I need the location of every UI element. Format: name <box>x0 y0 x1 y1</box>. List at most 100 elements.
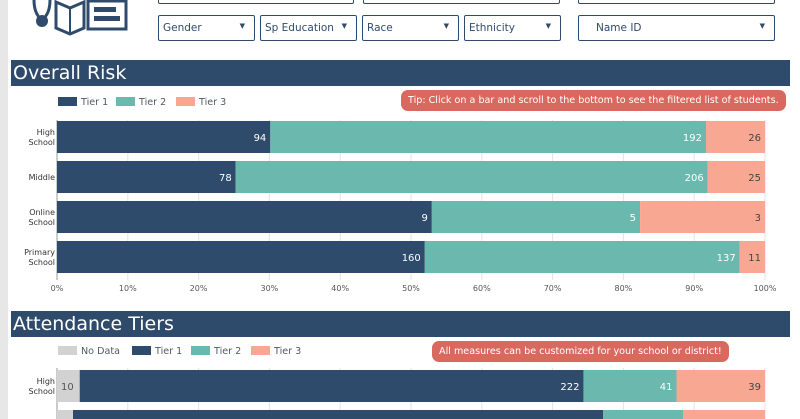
category-label: School <box>28 387 55 396</box>
chevron-down-icon: ▼ <box>341 22 347 30</box>
data-label: 206 <box>685 173 704 184</box>
category-label: Middle <box>29 173 56 182</box>
bar-segment-tier-1[interactable] <box>73 410 603 419</box>
legend-tier-3[interactable]: Tier 3 <box>251 346 301 358</box>
race-filter-label: Race <box>367 22 393 34</box>
bar-segment-tier-3[interactable] <box>706 121 765 153</box>
legend-tier-2[interactable]: Tier 2 <box>191 346 241 358</box>
gender-filter-label: Gender <box>163 22 202 34</box>
top-control-frame <box>158 0 354 4</box>
data-label: 3 <box>755 213 761 224</box>
bar-segment-tier-3[interactable] <box>640 201 765 233</box>
x-tick-label: 40% <box>331 284 349 293</box>
legend-no-data[interactable]: No Data <box>58 346 120 358</box>
bar-segment-tier-2[interactable] <box>603 410 683 419</box>
bar-segment-tier-1[interactable] <box>79 370 584 402</box>
legend-label: Tier 3 <box>274 346 302 357</box>
overall-risk-title: Overall Risk <box>13 62 127 84</box>
data-label: 39 <box>748 382 761 393</box>
data-label: 9 <box>421 213 427 224</box>
sp-education-filter[interactable]: Sp Education ▼ <box>260 15 357 41</box>
chevron-down-icon: ▼ <box>545 22 551 30</box>
bar-segment-tier-2[interactable] <box>424 241 740 273</box>
legend-label: No Data <box>81 346 121 357</box>
data-label: 26 <box>748 133 761 144</box>
legend-label: Tier 2 <box>214 346 242 357</box>
x-tick-label: 0% <box>51 284 64 293</box>
data-label: 41 <box>660 382 673 393</box>
x-tick-label: 20% <box>190 284 208 293</box>
attendance-tiers-header: Attendance Tiers <box>11 311 790 337</box>
legend-tier-1[interactable]: Tier 1 <box>132 346 182 358</box>
x-tick-label: 80% <box>615 284 633 293</box>
name-id-filter[interactable]: Name ID ▼ <box>578 15 775 41</box>
legend-swatch <box>176 97 195 106</box>
data-label: 160 <box>402 253 421 264</box>
sp-education-filter-label: Sp Education <box>265 22 334 34</box>
x-tick-label: 70% <box>544 284 562 293</box>
data-label: 10 <box>61 382 74 393</box>
category-label: High <box>37 128 55 137</box>
bar-segment-tier-1[interactable] <box>57 241 425 273</box>
category-label: School <box>28 138 55 147</box>
data-label: 222 <box>560 382 579 393</box>
legend-swatch <box>251 346 270 355</box>
legend-label: Tier 2 <box>139 97 167 108</box>
x-tick-label: 90% <box>685 284 703 293</box>
legend-tier-1[interactable]: Tier 1 <box>58 97 108 109</box>
bar-segment-no-data[interactable] <box>57 410 73 419</box>
x-tick-label: 100% <box>754 284 777 293</box>
legend-swatch <box>116 97 135 106</box>
bar-segment-tier-1[interactable] <box>57 161 236 193</box>
legend-swatch <box>58 97 77 106</box>
category-label: School <box>28 258 55 267</box>
category-label: Primary <box>24 248 55 257</box>
attendance-tip: All measures can be customized for your … <box>432 341 729 362</box>
data-label: 5 <box>630 213 636 224</box>
gender-filter[interactable]: Gender ▼ <box>158 15 255 41</box>
left-panel-edge <box>0 0 8 419</box>
legend-swatch <box>58 346 77 355</box>
bar-segment-tier-2[interactable] <box>270 121 706 153</box>
bar-segment-tier-3[interactable] <box>707 161 765 193</box>
data-label: 25 <box>748 173 761 184</box>
bar-segment-no-data[interactable] <box>57 370 80 402</box>
overall-risk-tip: Tip: Click on a bar and scroll to the bo… <box>401 90 786 111</box>
bar-segment-tier-2[interactable] <box>431 201 641 233</box>
bar-segment-tier-2[interactable] <box>583 370 677 402</box>
x-tick-label: 50% <box>402 284 420 293</box>
legend-swatch <box>132 346 151 355</box>
legend-tier-3[interactable]: Tier 3 <box>176 97 226 109</box>
ethnicity-filter[interactable]: Ethnicity ▼ <box>464 15 561 41</box>
bar-segment-tier-1[interactable] <box>57 121 271 153</box>
data-label: 192 <box>683 133 702 144</box>
data-label: 78 <box>219 173 232 184</box>
overall-risk-header: Overall Risk <box>11 60 790 86</box>
chevron-down-icon: ▼ <box>759 22 765 30</box>
bar-segment-tier-2[interactable] <box>235 161 708 193</box>
bar-segment-tier-3[interactable] <box>683 410 765 419</box>
name-id-filter-label: Name ID <box>596 22 642 34</box>
x-tick-label: 10% <box>119 284 137 293</box>
ethnicity-filter-label: Ethnicity <box>469 22 515 34</box>
legend-label: Tier 1 <box>155 346 183 357</box>
bar-segment-tier-1[interactable] <box>57 201 432 233</box>
category-label: High <box>37 377 55 386</box>
legend-swatch <box>191 346 210 355</box>
legend-tier-2[interactable]: Tier 2 <box>116 97 166 109</box>
bar-segment-tier-3[interactable] <box>739 241 765 273</box>
data-label: 94 <box>254 133 267 144</box>
chevron-down-icon: ▼ <box>239 22 245 30</box>
top-control-frame <box>578 0 775 4</box>
race-filter[interactable]: Race ▼ <box>362 15 459 41</box>
bar-segment-tier-3[interactable] <box>676 370 766 402</box>
data-label: 137 <box>717 253 736 264</box>
legend-label: Tier 3 <box>199 97 227 108</box>
data-label: 11 <box>748 253 761 264</box>
chevron-down-icon: ▼ <box>443 22 449 30</box>
school-logo-icon <box>32 0 128 36</box>
x-tick-label: 60% <box>473 284 491 293</box>
